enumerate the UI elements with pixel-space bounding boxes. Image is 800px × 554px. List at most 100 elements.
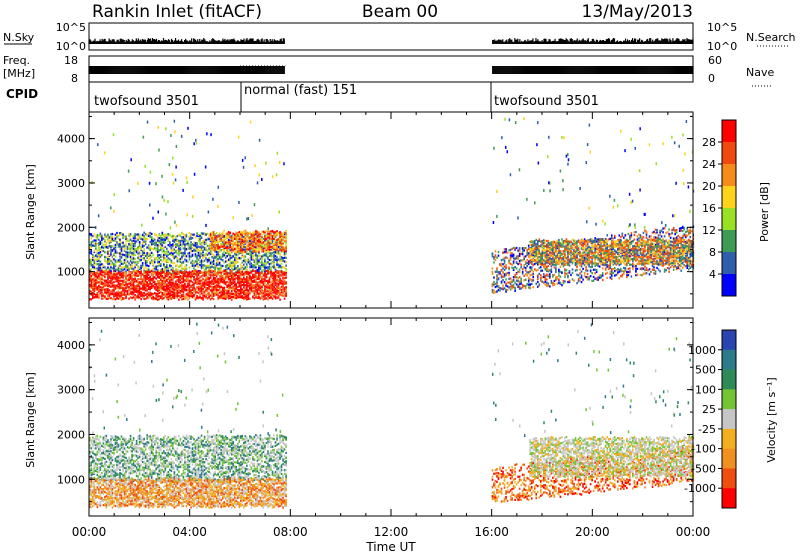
heatmap-cell <box>203 234 206 237</box>
heatmap-cell <box>282 250 284 253</box>
heatmap-cell <box>250 242 253 245</box>
heatmap-cell <box>241 235 244 238</box>
heatmap-cell <box>255 274 257 278</box>
heatmap-cell <box>258 264 260 268</box>
heatmap-cell <box>267 261 269 264</box>
heatmap-cell <box>89 278 91 281</box>
heatmap-cell <box>149 248 151 252</box>
heatmap-cell <box>221 248 224 251</box>
heatmap-cell <box>125 283 127 287</box>
heatmap-cell <box>264 253 266 256</box>
heatmap-cell <box>155 268 158 271</box>
heatmap-cell <box>175 282 177 286</box>
heatmap-cell <box>105 261 108 265</box>
heatmap-cell <box>261 250 263 253</box>
heatmap-cell <box>102 237 105 240</box>
heatmap-cell <box>92 291 94 295</box>
heatmap-cell <box>108 276 111 279</box>
heatmap-cell <box>98 257 100 260</box>
heatmap-cell <box>129 271 132 274</box>
heatmap-cell <box>143 284 145 287</box>
heatmap-cell <box>206 259 209 263</box>
heatmap-cell <box>196 270 198 273</box>
heatmap-cell <box>179 260 182 263</box>
heatmap-cell <box>119 271 121 274</box>
heatmap-cell <box>265 243 268 246</box>
heatmap-cell <box>252 234 254 238</box>
heatmap-cell <box>122 235 124 238</box>
heatmap-cell <box>193 270 195 273</box>
heatmap-cell <box>190 273 192 277</box>
heatmap-cell <box>159 258 162 262</box>
heatmap-cell <box>104 233 106 236</box>
heatmap-cell <box>156 289 159 292</box>
heatmap-cell <box>211 243 213 246</box>
heatmap-cell <box>202 256 204 260</box>
heatmap-cell <box>143 240 145 243</box>
heatmap-cell <box>223 286 225 289</box>
heatmap-cell <box>215 260 218 263</box>
heatmap-cell <box>164 245 167 249</box>
heatmap-cell <box>107 272 109 276</box>
heatmap-cell <box>253 284 256 287</box>
heatmap-cell <box>167 282 170 285</box>
heatmap-cell <box>233 266 236 269</box>
heatmap-cell <box>212 241 215 244</box>
heatmap-cell <box>240 290 242 294</box>
heatmap-cell <box>98 277 100 280</box>
heatmap-cell <box>167 277 170 281</box>
heatmap-cell <box>283 281 286 284</box>
heatmap-cell <box>246 263 248 266</box>
heatmap-cell <box>137 289 139 293</box>
heatmap-cell <box>250 240 253 243</box>
heatmap-cell <box>232 280 235 283</box>
heatmap-cell <box>241 278 244 281</box>
heatmap-cell <box>227 264 230 267</box>
heatmap-cell <box>128 293 130 296</box>
heatmap-cell <box>99 292 102 295</box>
heatmap-cell <box>277 275 280 278</box>
heatmap-cell <box>236 269 239 272</box>
heatmap-cell <box>178 258 180 261</box>
heatmap-cell <box>156 279 159 283</box>
heatmap-cell <box>166 250 168 253</box>
heatmap-cell <box>267 279 269 282</box>
heatmap-cell <box>236 237 239 241</box>
heatmap-cell <box>144 284 147 287</box>
heatmap-cell <box>273 242 275 246</box>
heatmap-cell <box>267 271 269 274</box>
heatmap-cell <box>235 247 238 250</box>
heatmap-cell <box>243 230 245 233</box>
heatmap-cell <box>212 253 215 257</box>
heatmap-cell <box>110 236 112 239</box>
heatmap-cell <box>194 236 197 239</box>
heatmap-cell <box>90 244 93 247</box>
heatmap-cell <box>249 279 251 282</box>
heatmap-cell <box>265 254 268 257</box>
heatmap-cell <box>92 286 94 289</box>
heatmap-cell <box>240 245 242 248</box>
heatmap-cell <box>123 280 126 284</box>
heatmap-cell <box>90 250 93 253</box>
heatmap-cell <box>240 238 242 241</box>
heatmap-cell <box>117 276 120 279</box>
heatmap-cell <box>166 297 168 300</box>
heatmap-cell <box>172 273 174 276</box>
heatmap-cell <box>182 243 185 246</box>
heatmap-cell <box>217 247 219 250</box>
heatmap-cell <box>240 240 242 244</box>
heatmap-cell <box>146 255 148 258</box>
heatmap-cell <box>215 278 218 281</box>
heatmap-cell <box>243 242 245 245</box>
heatmap-cell <box>179 291 182 294</box>
heatmap-cell <box>92 278 94 281</box>
heatmap-cell <box>256 247 259 250</box>
heatmap-cell <box>244 280 247 284</box>
heatmap-cell <box>184 288 186 291</box>
heatmap-cell <box>241 288 244 291</box>
heatmap-cell <box>241 283 244 287</box>
heatmap-cell <box>211 282 213 286</box>
heatmap-cell <box>279 232 281 235</box>
heatmap-cell <box>265 248 268 251</box>
heatmap-cell <box>230 248 233 251</box>
